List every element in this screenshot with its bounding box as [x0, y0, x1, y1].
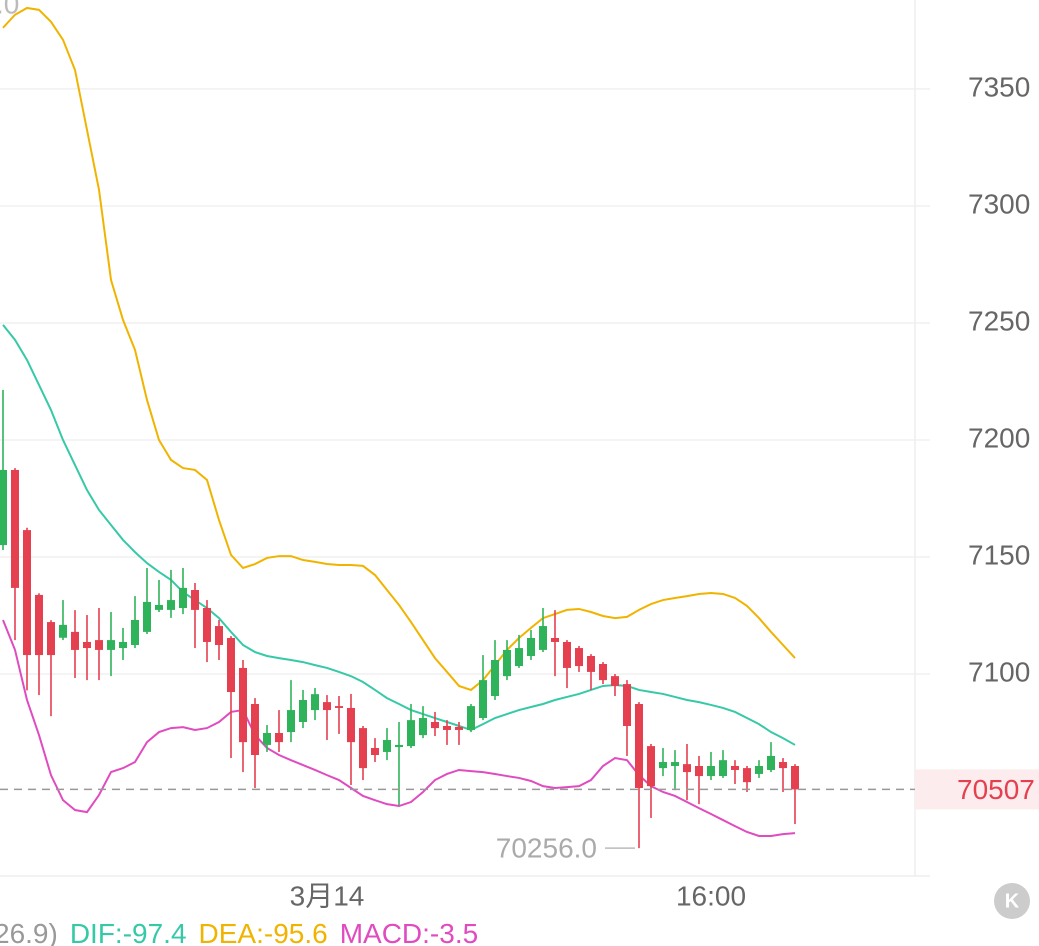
candle-body: [35, 594, 43, 656]
candle-body: [263, 733, 271, 745]
candle-body: [551, 637, 559, 642]
candle-body: [299, 700, 307, 723]
overlay-line: [2, 6, 796, 692]
low-marker-label: 70256.0: [496, 833, 597, 864]
candle-body: [107, 640, 115, 650]
grid: [0, 88, 930, 675]
candle-body: [155, 604, 163, 610]
candle-body: [167, 600, 175, 610]
y-tick-label: 7250: [968, 305, 1030, 336]
last-price-label: 70507: [957, 774, 1035, 805]
candle-body: [491, 659, 499, 697]
candle-body: [47, 622, 55, 656]
candle-body: [587, 656, 595, 672]
candle-body: [791, 766, 799, 790]
x-tick-label: 16:00: [676, 880, 746, 911]
candle-body: [539, 626, 547, 650]
candle-body: [767, 755, 775, 770]
candle-body: [311, 694, 319, 711]
candle-body: [755, 766, 763, 774]
candle-body: [11, 469, 19, 588]
x-tick-label: 3月14: [290, 880, 365, 911]
candle-body: [599, 663, 607, 681]
indicator-label: MACD:-3.5: [340, 918, 478, 946]
candle-body: [419, 718, 427, 736]
candle-body: [335, 706, 343, 708]
candle-body: [215, 626, 223, 646]
last-price-box: [915, 769, 1039, 810]
candle-body: [59, 624, 67, 638]
candle-body: [203, 608, 211, 642]
y-tick-label: 7100: [968, 656, 1030, 687]
candle-body: [623, 684, 631, 726]
candle-body: [467, 706, 475, 730]
candle-body: [323, 702, 331, 711]
indicator-labels: 26.9) DIF:-97.4 DEA:-95.6 MACD:-3.5: [0, 918, 478, 946]
candle-body: [527, 637, 535, 657]
candle-body: [443, 725, 451, 730]
y-tick-label: 7300: [968, 188, 1030, 219]
candle-body: [191, 590, 199, 610]
indicator-label: DIF:-97.4: [70, 918, 187, 946]
candle-body: [347, 707, 355, 743]
candle-body: [635, 703, 643, 789]
candle-body: [611, 676, 619, 686]
candle-body: [143, 601, 151, 632]
candle-body: [383, 740, 391, 752]
candle-body: [647, 746, 655, 787]
candle-body: [239, 667, 247, 743]
candle-body: [71, 631, 79, 650]
candle-body: [23, 530, 31, 656]
y-tick-label: 7200: [968, 422, 1030, 453]
k-button-icon: K: [1005, 890, 1020, 912]
overlay-line: [2, 324, 796, 746]
k-button[interactable]: [994, 883, 1030, 919]
candle-body: [119, 641, 127, 649]
candle-body: [719, 760, 727, 777]
indicator-label: 26.9): [0, 918, 58, 946]
candle-body: [707, 766, 715, 777]
corner-label: .0: [0, 0, 19, 19]
candle-body: [287, 710, 295, 733]
candle-body: [683, 764, 691, 773]
candle-body: [95, 640, 103, 650]
candle-body: [227, 637, 235, 693]
y-tick-label: 7350: [968, 71, 1030, 102]
candle-body: [179, 587, 187, 609]
candle-body: [743, 768, 751, 783]
candle-body: [359, 728, 367, 769]
candle-body: [659, 762, 667, 769]
candle-body: [371, 747, 379, 756]
candle-body: [503, 649, 511, 677]
indicator-label: DEA:-95.6: [199, 918, 328, 946]
candle-body: [695, 766, 703, 777]
candle-body: [407, 720, 415, 747]
candle-body: [251, 703, 259, 756]
candle-body: [0, 469, 7, 546]
plot: [0, 6, 1039, 849]
y-tick-label: 7150: [968, 539, 1030, 570]
candle-body: [395, 744, 403, 748]
candle-body: [479, 680, 487, 719]
candle-body: [431, 722, 439, 729]
candle-body: [671, 762, 679, 767]
candle-body: [275, 733, 283, 743]
candle-body: [83, 641, 91, 649]
candle-body: [731, 766, 739, 770]
candle-body: [515, 648, 523, 667]
overlay-line: [2, 619, 796, 837]
candle-body: [455, 726, 463, 730]
labels: 7350 7300 7250 7200 7150 7100 3月14 16:00 70507 70…: [290, 71, 1035, 911]
candle-body: [563, 641, 571, 668]
candle-body: [575, 648, 583, 667]
candle-body: [779, 762, 787, 769]
candle-body: [131, 619, 139, 646]
